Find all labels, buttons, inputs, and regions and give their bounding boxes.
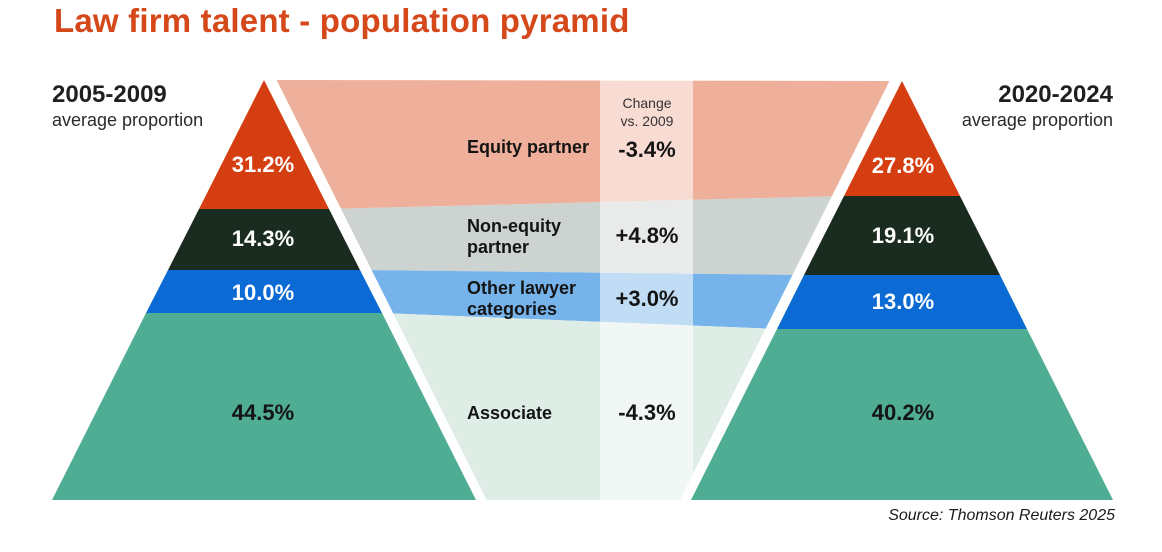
change-non-equity-value: +4.8% [616, 223, 679, 248]
right-equity-value: 27.8% [872, 153, 934, 178]
label-equity-partner: Equity partner [467, 137, 589, 157]
left-period-label: 2005-2009 [52, 81, 167, 108]
right-non-equity-value: 19.1% [872, 223, 934, 248]
change-column-overlay [600, 80, 693, 500]
source-attribution: Source: Thomson Reuters 2025 [888, 507, 1115, 524]
left-non-equity-value: 14.3% [232, 226, 294, 251]
page-title: Law firm talent - population pyramid [54, 2, 630, 39]
right-period-label: 2020-2024 [998, 81, 1113, 108]
change-equity-value: -3.4% [618, 137, 675, 162]
change-other-lawyer-value: +3.0% [616, 286, 679, 311]
change-associate-value: -4.3% [618, 400, 675, 425]
right-pyramid-other-lawyer-slice [777, 275, 1027, 329]
label-non-equity-line2: partner [467, 237, 529, 257]
middle-band-equity [264, 80, 902, 209]
right-pyramid-associate-slice [691, 329, 1113, 500]
right-associate-value: 40.2% [872, 400, 934, 425]
left-pyramid-non-equity-slice [168, 209, 360, 270]
change-header-line2: vs. 2009 [621, 113, 674, 129]
left-gap-divider [253, 66, 489, 512]
left-pyramid-other-lawyer-slice [146, 270, 382, 313]
left-pyramid-equity-slice [199, 80, 329, 209]
label-other-lawyer-line2: categories [467, 299, 557, 319]
middle-band-non-equity [329, 196, 844, 275]
left-period-header: 2005-2009 average proportion [52, 82, 203, 132]
label-other-lawyer-line1: Other lawyer [467, 278, 576, 298]
left-pyramid-associate-slice [52, 313, 476, 500]
right-pyramid-non-equity-slice [804, 196, 1000, 275]
right-period-subtitle: average proportion [961, 110, 1113, 130]
label-associate: Associate [467, 403, 552, 423]
left-equity-value: 31.2% [232, 152, 294, 177]
right-pyramid-equity-slice [844, 81, 960, 196]
right-other-lawyer-value: 13.0% [872, 289, 934, 314]
left-associate-value: 44.5% [232, 400, 294, 425]
left-other-lawyer-value: 10.0% [232, 280, 294, 305]
right-gap-divider [677, 67, 913, 513]
left-period-subtitle: average proportion [52, 110, 204, 130]
label-non-equity-line1: Non-equity [467, 216, 561, 236]
change-header-line1: Change [622, 95, 671, 111]
right-period-header: 2020-2024 average proportion [962, 82, 1113, 132]
